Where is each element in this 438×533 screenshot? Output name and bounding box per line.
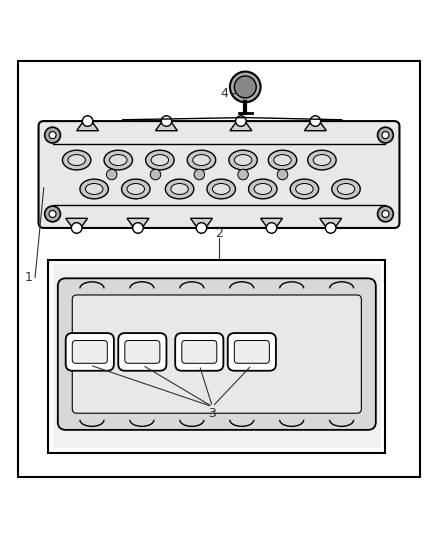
- Circle shape: [133, 223, 143, 233]
- Ellipse shape: [80, 179, 109, 199]
- FancyBboxPatch shape: [18, 61, 420, 477]
- Circle shape: [230, 71, 261, 102]
- Circle shape: [196, 223, 207, 233]
- Ellipse shape: [193, 155, 210, 166]
- Ellipse shape: [145, 150, 174, 170]
- FancyBboxPatch shape: [72, 341, 107, 364]
- Polygon shape: [304, 115, 326, 131]
- Circle shape: [106, 169, 117, 180]
- Circle shape: [234, 76, 256, 98]
- Ellipse shape: [229, 150, 258, 170]
- Ellipse shape: [121, 179, 150, 199]
- Polygon shape: [230, 115, 252, 131]
- Ellipse shape: [104, 150, 132, 170]
- Circle shape: [325, 223, 336, 233]
- Ellipse shape: [187, 150, 216, 170]
- Ellipse shape: [332, 179, 360, 199]
- Ellipse shape: [127, 183, 145, 195]
- Circle shape: [382, 211, 389, 217]
- FancyBboxPatch shape: [175, 333, 223, 371]
- Text: 3: 3: [208, 407, 216, 419]
- Circle shape: [194, 169, 205, 180]
- Text: 1: 1: [25, 271, 32, 284]
- Ellipse shape: [254, 183, 272, 195]
- Polygon shape: [320, 219, 342, 233]
- Circle shape: [382, 132, 389, 139]
- Circle shape: [310, 116, 321, 126]
- Circle shape: [49, 211, 56, 217]
- Circle shape: [236, 116, 246, 126]
- Circle shape: [82, 116, 93, 126]
- FancyBboxPatch shape: [53, 264, 381, 448]
- Polygon shape: [77, 115, 99, 131]
- Circle shape: [378, 206, 393, 222]
- Circle shape: [71, 223, 82, 233]
- FancyBboxPatch shape: [39, 121, 399, 228]
- FancyBboxPatch shape: [234, 341, 269, 364]
- Text: 4: 4: [220, 87, 228, 100]
- Circle shape: [49, 132, 56, 139]
- Ellipse shape: [171, 183, 188, 195]
- Circle shape: [378, 127, 393, 143]
- Ellipse shape: [234, 155, 252, 166]
- Circle shape: [161, 116, 172, 126]
- Ellipse shape: [110, 155, 127, 166]
- Ellipse shape: [337, 183, 355, 195]
- FancyBboxPatch shape: [182, 341, 217, 364]
- FancyBboxPatch shape: [118, 333, 166, 371]
- FancyBboxPatch shape: [58, 278, 376, 430]
- Ellipse shape: [296, 183, 313, 195]
- Circle shape: [277, 169, 288, 180]
- Circle shape: [45, 127, 60, 143]
- FancyBboxPatch shape: [66, 333, 114, 371]
- Ellipse shape: [207, 179, 236, 199]
- Circle shape: [45, 206, 60, 222]
- Polygon shape: [261, 219, 283, 233]
- Ellipse shape: [68, 155, 85, 166]
- Circle shape: [238, 169, 248, 180]
- FancyBboxPatch shape: [48, 260, 385, 453]
- Polygon shape: [191, 219, 212, 233]
- Ellipse shape: [274, 155, 291, 166]
- Ellipse shape: [165, 179, 194, 199]
- FancyBboxPatch shape: [228, 333, 276, 371]
- Polygon shape: [127, 219, 149, 233]
- Text: 2: 2: [215, 227, 223, 240]
- FancyBboxPatch shape: [125, 341, 160, 364]
- Ellipse shape: [249, 179, 277, 199]
- Circle shape: [150, 169, 161, 180]
- Ellipse shape: [290, 179, 318, 199]
- Circle shape: [266, 223, 277, 233]
- Ellipse shape: [151, 155, 169, 166]
- Ellipse shape: [85, 183, 103, 195]
- FancyBboxPatch shape: [72, 295, 361, 413]
- Polygon shape: [155, 115, 177, 131]
- Ellipse shape: [307, 150, 336, 170]
- Ellipse shape: [62, 150, 91, 170]
- Ellipse shape: [313, 155, 331, 166]
- Polygon shape: [66, 219, 88, 233]
- Ellipse shape: [268, 150, 297, 170]
- Ellipse shape: [212, 183, 230, 195]
